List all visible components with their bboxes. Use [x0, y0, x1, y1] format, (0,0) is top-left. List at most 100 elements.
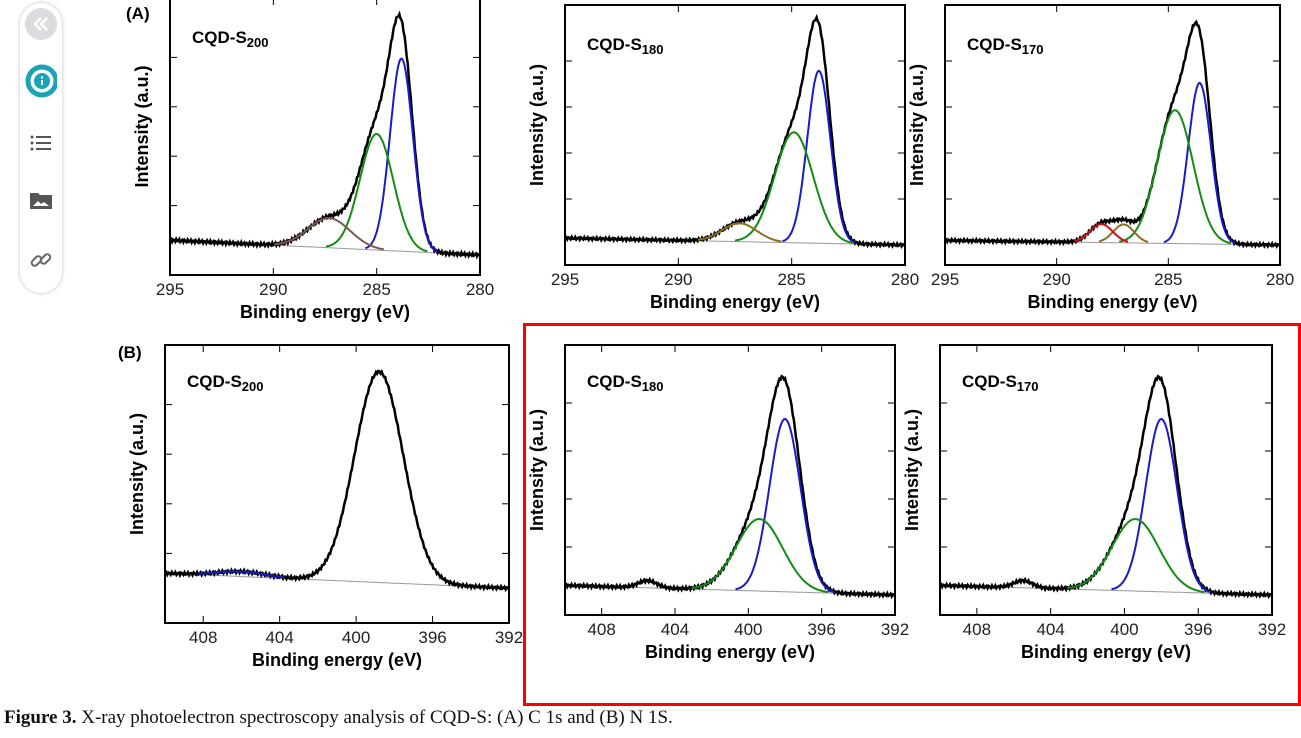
x-tick-label: 280: [1266, 270, 1294, 289]
chart-title: CQD-S180: [587, 372, 663, 394]
component-series: [1119, 109, 1232, 245]
x-tick-label: 396: [807, 620, 835, 639]
x-tick-label: 400: [342, 628, 370, 647]
figures-button[interactable]: [25, 184, 57, 216]
component-series: [1163, 81, 1236, 245]
x-tick-label: 290: [1042, 270, 1070, 289]
component-series: [697, 222, 782, 243]
title-main: CQD-S: [962, 372, 1017, 391]
caption-text: X-ray photoelectron spectroscopy analysi…: [76, 707, 673, 728]
plot-frame: [564, 344, 896, 616]
x-tick-label: 396: [1184, 620, 1212, 639]
component-series: [1074, 223, 1129, 243]
x-tick-label: 392: [495, 628, 523, 647]
y-axis-label: Intensity (a.u.): [127, 413, 147, 535]
component-series: [198, 570, 285, 579]
list-icon: [30, 135, 51, 151]
component-series: [300, 370, 459, 586]
chart-title: CQD-S170: [962, 372, 1038, 394]
highlight-box: [523, 323, 1301, 706]
title-main: CQD-S: [967, 35, 1022, 54]
plot-frame: [169, 0, 481, 276]
x-tick-label: 408: [587, 620, 615, 639]
collapse-button[interactable]: [25, 8, 57, 40]
x-tick-label: 290: [664, 270, 692, 289]
component-series: [1067, 518, 1205, 594]
link-button[interactable]: [25, 244, 57, 276]
title-subscript: 170: [1017, 379, 1039, 394]
xps-chart-3: 295 290 285 280 CQD-S170 Binding energy (eV) I…: [885, 4, 1301, 330]
plot-frame: [164, 344, 510, 624]
x-tick-label: 392: [1258, 620, 1286, 639]
envelope-series: [169, 10, 482, 260]
y-axis-label: Intensity (a.u.): [132, 65, 152, 187]
figure-caption: Figure 3. X-ray photoelectron spectrosco…: [4, 707, 673, 729]
x-tick-label: 295: [931, 270, 959, 289]
title-subscript: 170: [1022, 42, 1044, 57]
plot-frame: [939, 344, 1273, 616]
x-tick-label: 295: [156, 280, 184, 299]
y-axis-label: Intensity (a.u.): [527, 409, 547, 531]
title-subscript: 200: [242, 379, 264, 394]
plot-frame: [564, 4, 906, 266]
x-tick-label: 290: [259, 280, 287, 299]
component-series: [691, 518, 829, 594]
x-tick-label: 295: [551, 270, 579, 289]
chart-title: CQD-S200: [187, 372, 263, 394]
xps-chart-2: 295 290 285 280 CQD-S180 Binding energy (eV) I…: [505, 4, 935, 330]
component-series: [782, 69, 856, 244]
x-tick-label: 285: [362, 280, 390, 299]
xps-chart-4: 408 404 400 396 392 CQD-S200 Binding energy (e…: [105, 344, 539, 688]
sidebar: [20, 3, 62, 293]
title-subscript: 200: [247, 35, 269, 50]
x-tick-label: 408: [963, 620, 991, 639]
y-axis-label: Intensity (a.u.): [907, 64, 927, 186]
panel-label-b: (B): [118, 343, 142, 362]
component-series: [1111, 417, 1212, 594]
x-tick-label: 404: [661, 620, 689, 639]
xps-chart-5: 408 404 400 396 392 CQD-S180 Binding energy (e…: [505, 344, 925, 680]
x-tick-label: 280: [466, 280, 494, 299]
panel-label-a: (A): [126, 4, 150, 23]
x-axis-label: Binding energy (eV): [1021, 642, 1191, 662]
info-button[interactable]: [25, 64, 57, 98]
x-tick-label: 392: [881, 620, 909, 639]
component-series: [735, 417, 835, 594]
component-series: [274, 217, 385, 251]
chart-title: CQD-S200: [192, 28, 268, 50]
info-icon: [25, 64, 57, 98]
x-axis-label: Binding energy (eV): [1027, 292, 1197, 312]
x-axis-label: Binding energy (eV): [650, 292, 820, 312]
x-tick-label: 408: [189, 628, 217, 647]
component-series: [1098, 223, 1149, 243]
component-series: [365, 57, 439, 253]
xps-chart-6: 408 404 400 396 392 CQD-S170 Binding energy (e…: [880, 344, 1301, 680]
x-tick-label: 404: [1036, 620, 1064, 639]
x-tick-label: 400: [1110, 620, 1138, 639]
x-tick-label: 285: [1154, 270, 1182, 289]
title-subscript: 180: [642, 42, 664, 57]
x-tick-label: 280: [891, 270, 919, 289]
plot-frame: [944, 4, 1281, 266]
xps-chart-1: 295 290 285 280 CQD-S200 Binding energy (eV) I…: [110, 0, 510, 340]
background-line: [164, 572, 509, 589]
y-axis-label: Intensity (a.u.): [527, 64, 547, 186]
y-axis-label: Intensity (a.u.): [902, 409, 922, 531]
collapse-chevrons-icon: [25, 8, 57, 40]
outline-button[interactable]: [25, 127, 57, 159]
envelope-series: [164, 368, 511, 593]
envelope-series: [944, 19, 1282, 250]
x-tick-label: 404: [265, 628, 293, 647]
x-tick-label: 396: [418, 628, 446, 647]
component-series: [325, 132, 428, 253]
title-main: CQD-S: [192, 28, 247, 47]
x-tick-label: 400: [734, 620, 762, 639]
chart-title: CQD-S180: [587, 35, 663, 57]
chart-title: CQD-S170: [967, 35, 1043, 57]
title-main: CQD-S: [587, 35, 642, 54]
title-subscript: 180: [642, 379, 664, 394]
x-axis-label: Binding energy (eV): [645, 642, 815, 662]
link-icon: [30, 253, 52, 267]
x-axis-label: Binding energy (eV): [240, 302, 410, 322]
x-axis-label: Binding energy (eV): [252, 650, 422, 670]
